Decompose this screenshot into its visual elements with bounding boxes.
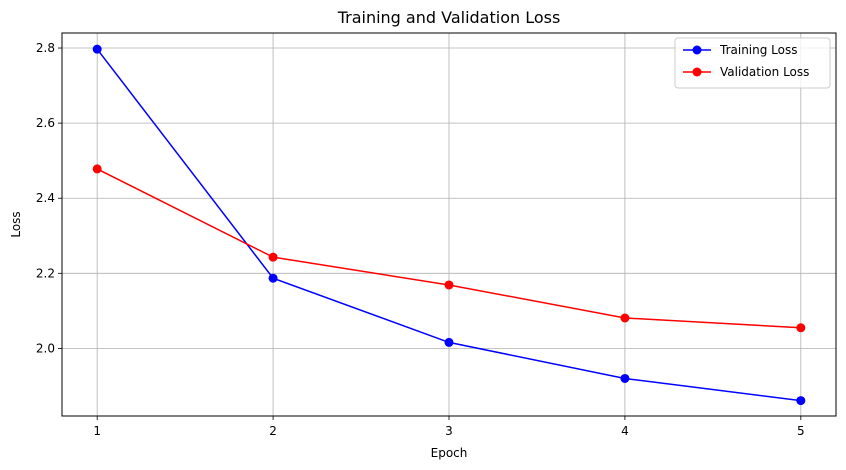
x-axis-label: Epoch [431,446,468,460]
legend-marker-training [692,45,702,55]
data-point-training [796,396,806,406]
data-point-training [92,44,102,54]
x-tick-label: 1 [93,424,101,438]
legend-marker-validation [692,67,702,77]
data-point-validation [796,323,806,333]
x-tick-label: 2 [269,424,277,438]
legend-box [674,37,831,89]
y-tick-label: 2.4 [36,191,55,205]
data-point-validation [268,252,278,262]
data-point-validation [92,164,102,174]
y-tick-label: 2.8 [36,41,55,55]
data-point-validation [620,313,630,323]
data-point-validation [444,280,454,290]
legend-label-validation: Validation Loss [720,65,809,79]
y-axis-label: Loss [9,211,23,237]
ticks: 1 2 3 4 5 2.0 2.2 2.4 2.6 2.8 [36,41,805,438]
x-tick-label: 3 [445,424,453,438]
legend: Training Loss Validation Loss [674,37,831,89]
data-point-training [444,337,454,347]
chart-title: Training and Validation Loss [337,8,561,27]
data-point-training [620,373,630,383]
y-tick-label: 2.6 [36,116,55,130]
y-tick-label: 2.0 [36,341,55,355]
series-layer [92,44,806,406]
legend-label-training: Training Loss [719,43,797,57]
x-tick-label: 4 [621,424,629,438]
data-point-training [268,273,278,283]
x-tick-label: 5 [797,424,805,438]
y-tick-label: 2.2 [36,266,55,280]
